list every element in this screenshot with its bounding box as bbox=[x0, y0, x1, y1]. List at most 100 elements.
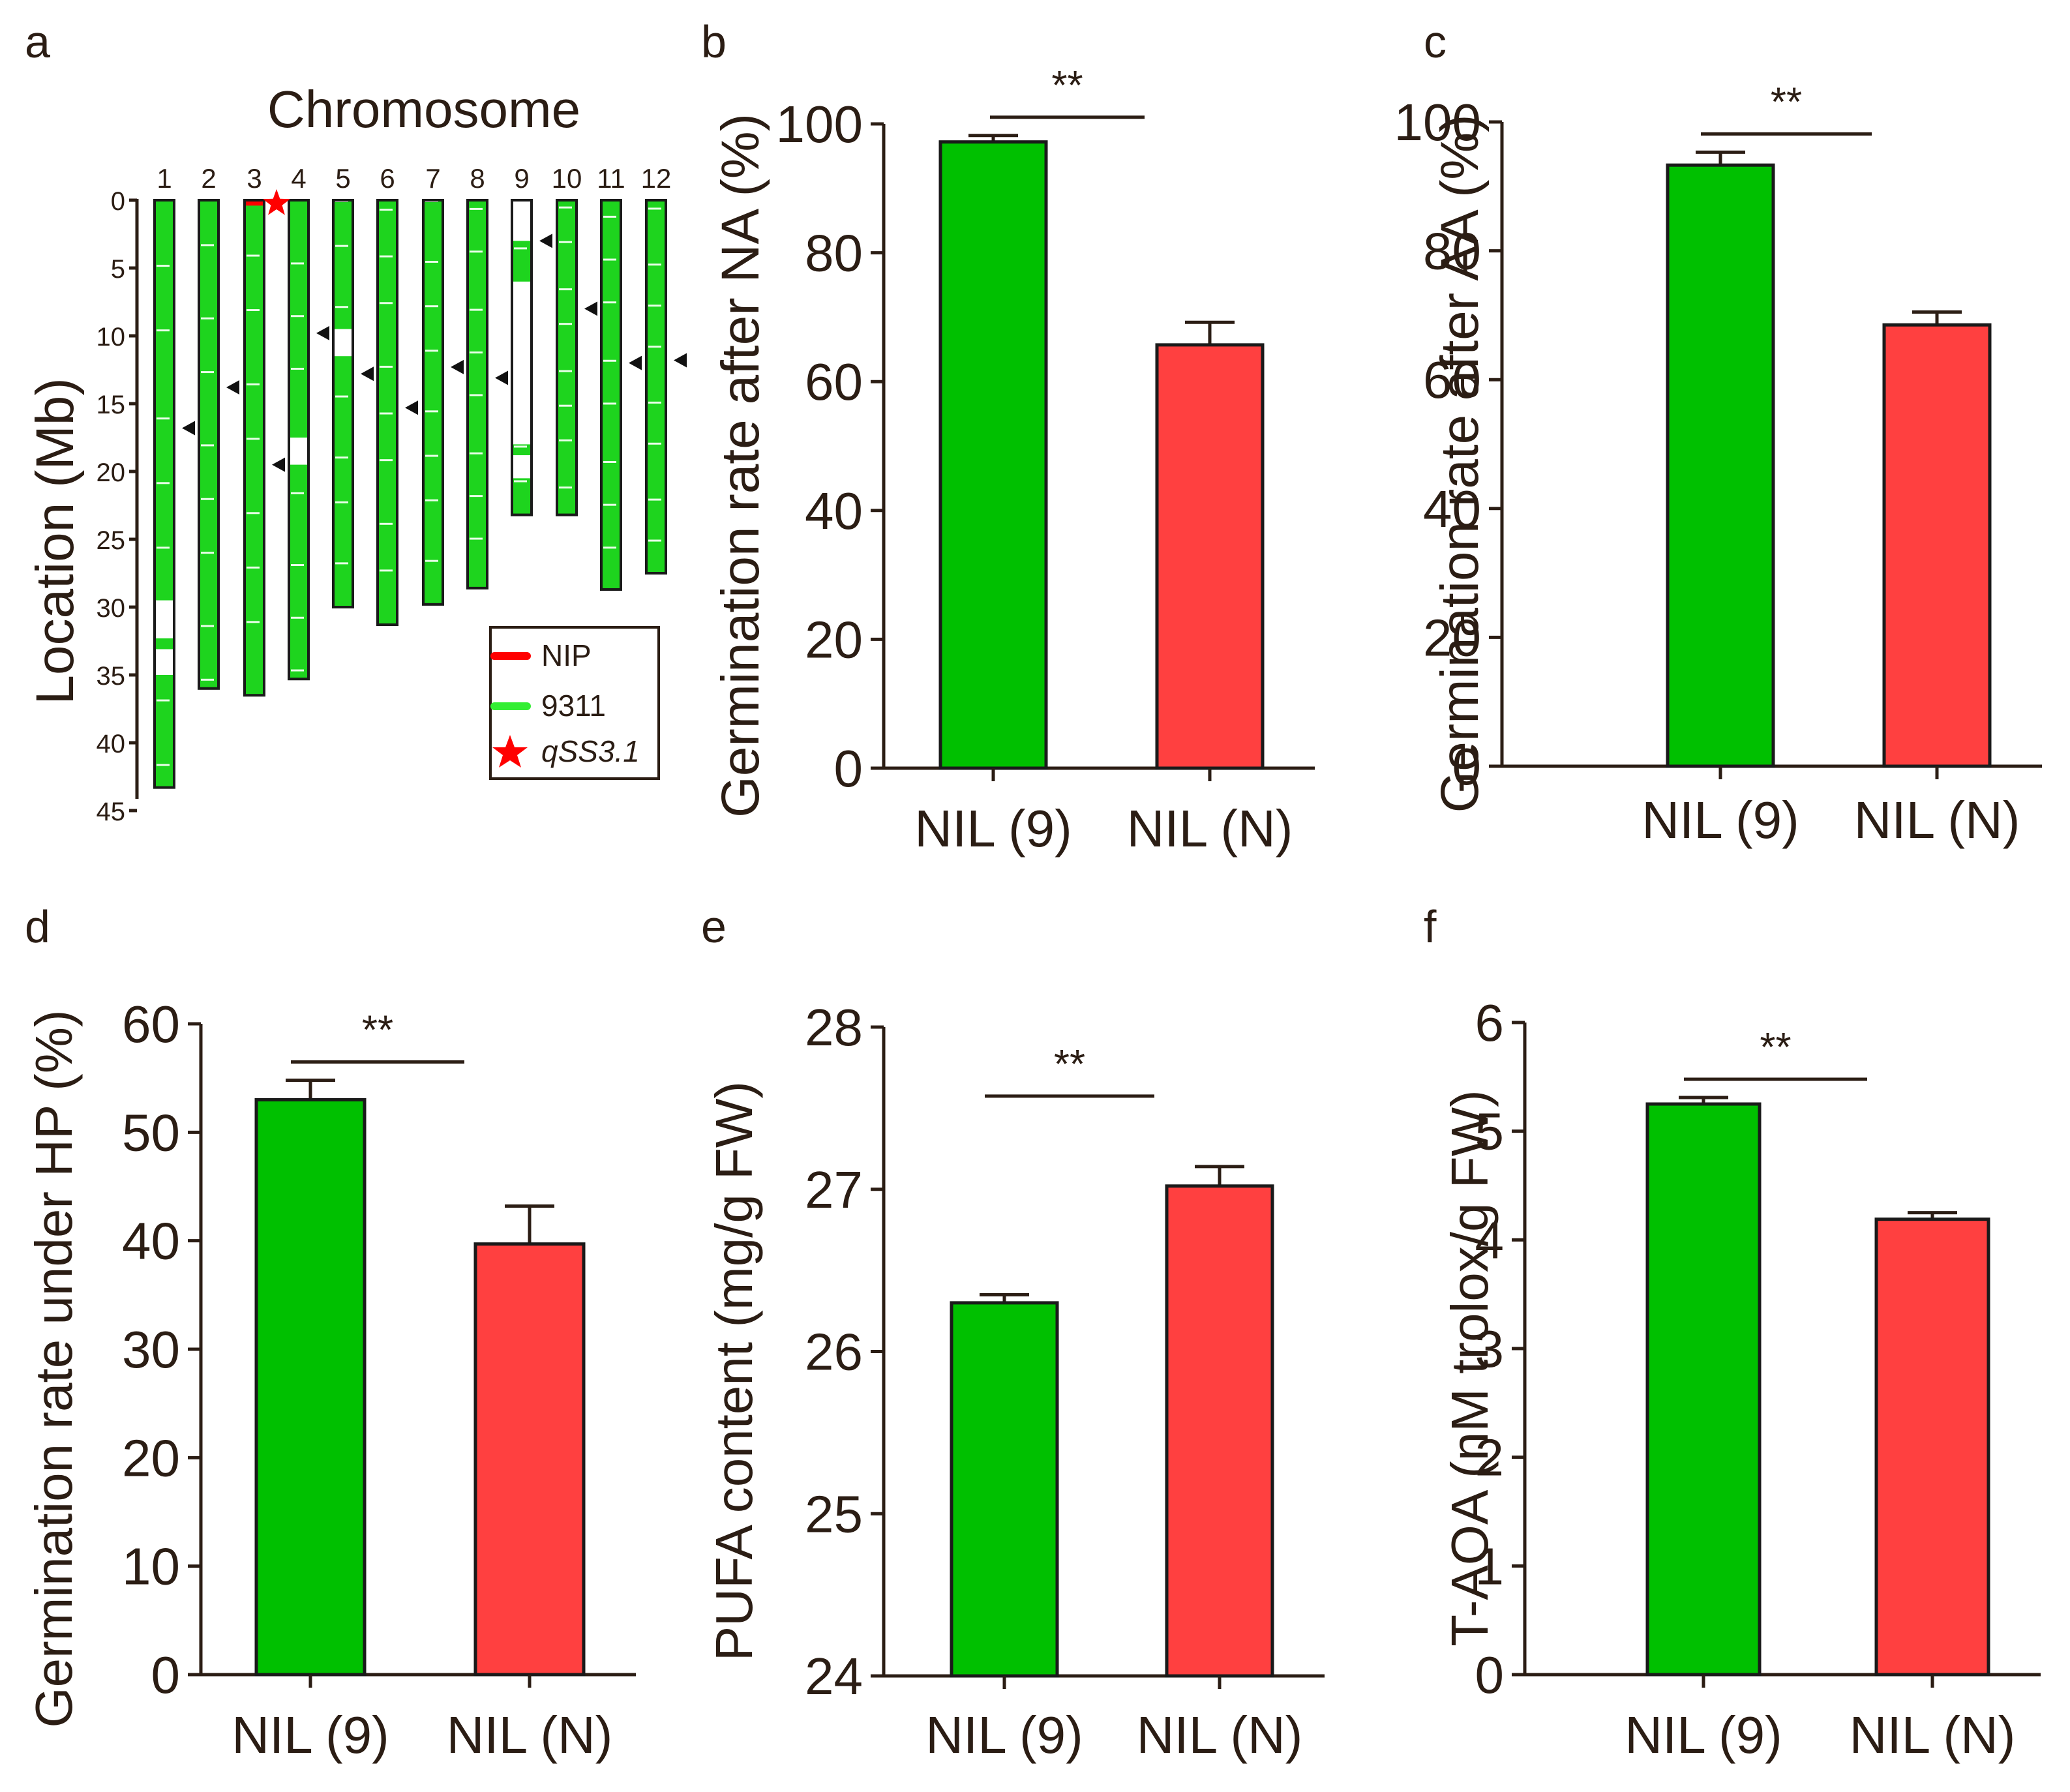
chromosome-stripe bbox=[425, 260, 438, 263]
chromosome-outline bbox=[288, 199, 310, 681]
chromosome-3: 3 bbox=[243, 163, 285, 697]
chromosome-stripe bbox=[559, 439, 572, 441]
chromosome-stripe bbox=[425, 499, 438, 501]
panel-a-y-tick-label: 45 bbox=[97, 798, 126, 826]
panel-f-y-tick-label: 3 bbox=[1475, 1320, 1505, 1378]
panel-f-letter: f bbox=[1424, 901, 1437, 952]
chromosome-stripe bbox=[335, 501, 348, 503]
marker-arrow-icon bbox=[316, 325, 329, 340]
marker-arrow-icon bbox=[272, 457, 285, 472]
chromosome-stripe bbox=[559, 370, 572, 372]
panel-e-y-tick-label: 27 bbox=[805, 1161, 863, 1219]
chromosome-stripe bbox=[514, 445, 527, 448]
panel-b-y-tick-label: 100 bbox=[776, 95, 863, 153]
chromosome-label: 12 bbox=[641, 163, 672, 194]
chromosome-label: 5 bbox=[335, 163, 350, 194]
panel-c-y-axis-label: Germination rate after AA (%) bbox=[1430, 114, 1490, 813]
panel-f-x-tick-label: NIL (9) bbox=[1625, 1706, 1782, 1764]
chromosome-stripe bbox=[603, 215, 616, 218]
chromosome-white-segment bbox=[512, 455, 532, 479]
panel-a-ylabel: Location (Mb) bbox=[25, 378, 85, 704]
chromosome-stripe bbox=[335, 395, 348, 398]
chromosome-stripe bbox=[380, 365, 393, 368]
chromosome-stripe bbox=[247, 566, 260, 569]
chromosome-4: 4 bbox=[288, 163, 329, 681]
legend-9311-label: 9311 bbox=[541, 689, 606, 723]
chromosome-2: 2 bbox=[198, 163, 239, 690]
chromosome-9: 9 bbox=[511, 163, 552, 516]
chromosome-stripe bbox=[201, 244, 214, 246]
chromosome-stripe bbox=[648, 207, 661, 210]
panel-f-y-axis-label: T-AOA (nM trolox/g FW) bbox=[1441, 1090, 1499, 1646]
panel-b-y-tick-label: 40 bbox=[805, 482, 863, 540]
chromosome-white-segment bbox=[333, 329, 353, 357]
panel-d-bar-nil-9 bbox=[254, 1098, 367, 1677]
chromosome-stripe bbox=[514, 247, 527, 250]
chromosome-label: 1 bbox=[157, 163, 172, 194]
panel-c-x-tick-label: NIL (9) bbox=[1642, 791, 1799, 849]
panel-d-y-tick-label: 50 bbox=[122, 1103, 180, 1161]
chromosome-outline bbox=[556, 199, 578, 516]
chromosome-stripe bbox=[201, 552, 214, 554]
panel-a-legend: NIP 9311 qSS3.1 bbox=[489, 626, 660, 780]
chromosome-outline bbox=[243, 199, 265, 697]
panel-e-letter: e bbox=[701, 901, 727, 952]
panel-d-y-tick-label: 10 bbox=[122, 1538, 180, 1596]
panel-c-y-tick-label: 100 bbox=[1394, 93, 1481, 151]
panel-b-y-tick-label: 20 bbox=[805, 610, 863, 668]
panel-d-y-tick-label: 0 bbox=[151, 1646, 181, 1704]
panel-d-y-axis-label: Germination rate under HP (%) bbox=[25, 1009, 83, 1727]
chromosome-stripe bbox=[603, 258, 616, 261]
panel-c-significance-label: ** bbox=[1771, 80, 1802, 125]
panel-f-x-tick-label: NIL (N) bbox=[1850, 1706, 2016, 1764]
chromosome-stripe bbox=[157, 546, 170, 549]
chromosome-stripe bbox=[603, 402, 616, 405]
chromosome-stripe bbox=[291, 564, 304, 567]
chromosome-stripe bbox=[335, 245, 348, 247]
chromosome-outline bbox=[511, 199, 533, 516]
chromosome-stripe bbox=[335, 306, 348, 308]
panel-a-letter: a bbox=[25, 16, 50, 67]
chromosome-stripe bbox=[603, 503, 616, 506]
panel-a-y-tick-label: 20 bbox=[97, 458, 126, 487]
chromosome-body bbox=[155, 200, 174, 788]
chromosome-outline bbox=[466, 199, 488, 590]
chromosome-stripe bbox=[335, 562, 348, 565]
panel-d-y-tick-label: 40 bbox=[122, 1212, 180, 1270]
chromosome-stripe bbox=[157, 265, 170, 267]
panel-c-letter: c bbox=[1424, 16, 1447, 67]
chromosome-body bbox=[646, 200, 666, 573]
panel-d-significance-label: ** bbox=[362, 1008, 393, 1053]
marker-arrow-icon bbox=[182, 421, 195, 436]
panel-a-y-tick-label: 0 bbox=[111, 187, 125, 216]
chromosome-stripe bbox=[291, 669, 304, 672]
chromosome-body bbox=[601, 200, 621, 590]
chromosome-stripe bbox=[425, 455, 438, 457]
panel-f-y-tick-label: 6 bbox=[1475, 994, 1505, 1052]
chromosome-stripe bbox=[380, 459, 393, 462]
chromosome-stripe bbox=[201, 444, 214, 447]
chromosome-stripe bbox=[157, 699, 170, 702]
chromosome-label: 8 bbox=[470, 163, 485, 194]
panel-e-y-tick-label: 24 bbox=[805, 1647, 863, 1705]
panel-c-y-tick-label: 80 bbox=[1423, 222, 1481, 280]
panel-e-y-tick-label: 28 bbox=[805, 998, 863, 1056]
chromosome-stripe bbox=[425, 305, 438, 308]
chromosome-outline bbox=[153, 199, 175, 789]
chromosome-stripe bbox=[380, 569, 393, 572]
marker-arrow-icon bbox=[629, 355, 642, 370]
chromosome-stripe bbox=[291, 616, 304, 619]
chromosome-stripe bbox=[291, 367, 304, 370]
panel-e-chart: e PUFA content (mg/g FW) 24 25 26 27 28 NIL (9)… bbox=[701, 901, 1325, 1764]
chromosome-stripe bbox=[559, 288, 572, 291]
panel-f-y-tick-label: 2 bbox=[1475, 1429, 1505, 1487]
chromosome-outline bbox=[198, 199, 220, 690]
chromosome-stripe bbox=[559, 241, 572, 243]
legend-star-icon bbox=[492, 735, 528, 768]
panel-a-chromosome-map: a Chromosome Location (Mb) 0510152025303… bbox=[25, 16, 687, 826]
panel-d-chart: d Germination rate under HP (%) 0 10 20 30 40 5… bbox=[25, 901, 636, 1764]
chromosome-stripe bbox=[648, 539, 661, 542]
chromosome-stripe bbox=[291, 492, 304, 494]
chromosome-stripe bbox=[291, 315, 304, 318]
